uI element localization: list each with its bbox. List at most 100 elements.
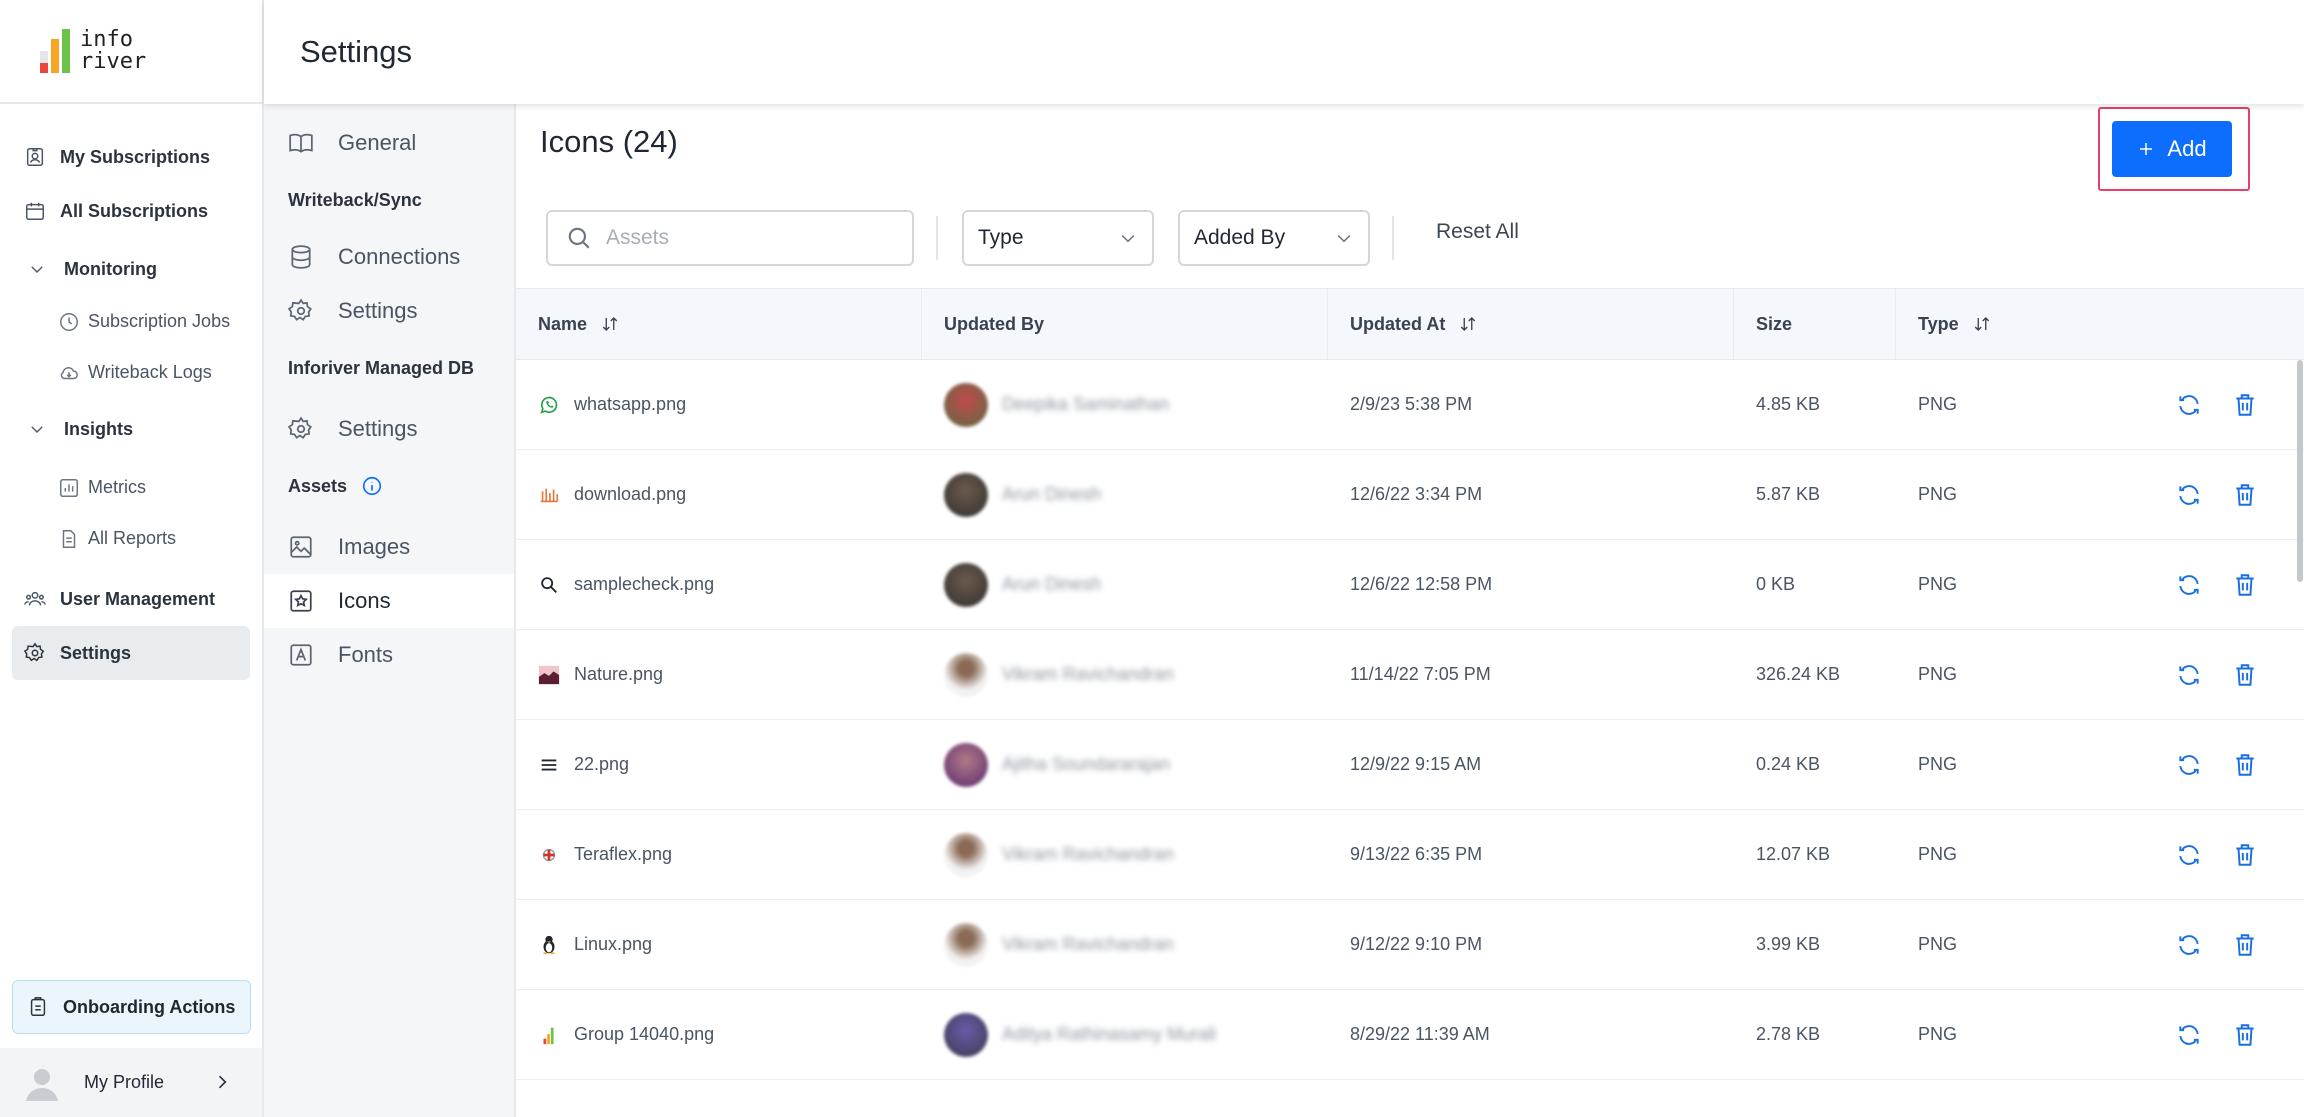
size-cell: 5.87 KB <box>1756 484 1821 504</box>
column-label: Updated At <box>1350 313 1446 334</box>
name-cell: Nature.png <box>516 630 922 719</box>
reset-all-button[interactable]: Reset All <box>1436 220 1519 243</box>
name-cell: 22.png <box>516 720 922 809</box>
avatar <box>944 382 988 427</box>
subnav-connections[interactable]: Connections <box>264 230 514 284</box>
nav-settings[interactable]: Settings <box>12 626 250 680</box>
row-actions <box>2176 572 2258 598</box>
nav-metrics[interactable]: Metrics <box>0 462 262 513</box>
type-cell: PNG <box>1918 484 1958 504</box>
refresh-icon[interactable] <box>2176 392 2202 418</box>
avatar <box>944 1012 988 1057</box>
settings-subnav: General Writeback/Sync Connections Setti… <box>264 104 516 1117</box>
subnav-db-settings[interactable]: Settings <box>264 402 514 456</box>
table-header: Name Updated By Updated At Size Type <box>516 288 2304 360</box>
refresh-icon[interactable] <box>2176 482 2202 508</box>
search-icon <box>568 227 590 249</box>
refresh-icon[interactable] <box>2176 752 2202 778</box>
table-row[interactable]: Nature.png Vikram Ravichandran 11/14/22 … <box>516 630 2304 720</box>
trash-icon[interactable] <box>2232 482 2258 508</box>
table-row[interactable]: Group 14040.png Aditya Rathinasamy Mural… <box>516 990 2304 1080</box>
chevron-down-icon <box>1337 234 1351 243</box>
sort-icon[interactable] <box>1969 315 1995 333</box>
table-row[interactable]: 22.png Ajitha Soundararajan 12/9/22 9:15… <box>516 720 2304 810</box>
nav-writeback-logs[interactable]: Writeback Logs <box>0 347 262 398</box>
table-row[interactable]: Linux.png Vikram Ravichandran 9/12/22 9:… <box>516 900 2304 990</box>
nav-all-subscriptions[interactable]: All Subscriptions <box>0 184 262 238</box>
gear-icon <box>24 642 45 662</box>
trash-icon[interactable] <box>2232 662 2258 688</box>
sort-icon[interactable] <box>597 315 623 333</box>
sort-icon[interactable] <box>1455 315 1481 333</box>
logo[interactable]: info river <box>0 0 262 104</box>
type-filter-dropdown[interactable]: Type <box>962 210 1154 266</box>
table-row[interactable]: download.png Arun Dinesh 12/6/22 3:34 PM… <box>516 450 2304 540</box>
clock-icon <box>60 312 78 331</box>
trash-icon[interactable] <box>2232 392 2258 418</box>
onboarding-actions-button[interactable]: Onboarding Actions <box>12 980 251 1034</box>
updated-at-cell: 11/14/22 7:05 PM <box>1350 664 1491 684</box>
chevron-down-icon <box>31 266 43 273</box>
column-header-type[interactable]: Type <box>1896 289 2304 359</box>
table-row[interactable]: whatsapp.png Deepika Saminathan 2/9/23 5… <box>516 360 2304 450</box>
table-row[interactable]: Teraflex.png Vikram Ravichandran 9/13/22… <box>516 810 2304 900</box>
landscape-icon <box>538 665 560 684</box>
assets-heading: Assets <box>264 460 514 512</box>
nav-label: All Reports <box>88 528 177 548</box>
assets-heading-label: Assets <box>288 475 348 496</box>
search-input[interactable] <box>606 226 906 250</box>
user-name: Vikram Ravichandran <box>1002 844 1174 864</box>
scrollbar[interactable] <box>2297 360 2303 582</box>
nav-label: Subscription Jobs <box>88 311 231 331</box>
document-icon <box>62 529 76 548</box>
nav-my-subscriptions[interactable]: My Subscriptions <box>0 130 262 184</box>
plus-icon <box>2140 143 2153 155</box>
nav-subscription-jobs[interactable]: Subscription Jobs <box>0 296 262 347</box>
download-thumbnail-icon <box>540 488 559 502</box>
icons-title: Icons (24) <box>540 124 678 159</box>
subnav-images[interactable]: Images <box>264 520 514 574</box>
whatsapp-icon <box>540 396 558 414</box>
nav-insights[interactable]: Insights <box>0 402 262 456</box>
clipboard-icon <box>30 997 46 1016</box>
nav-user-management[interactable]: User Management <box>0 572 262 626</box>
updated-at-cell: 9/13/22 6:35 PM <box>1350 844 1483 864</box>
nav-monitoring[interactable]: Monitoring <box>0 242 262 296</box>
column-header-name[interactable]: Name <box>516 289 922 359</box>
gear-icon <box>288 416 312 439</box>
size-cell: 0 KB <box>1756 574 1796 594</box>
nav-all-reports[interactable]: All Reports <box>0 513 262 564</box>
trash-icon[interactable] <box>2232 842 2258 868</box>
refresh-icon[interactable] <box>2176 842 2202 868</box>
subnav-label: Settings <box>338 298 418 323</box>
file-name: Teraflex.png <box>574 844 673 864</box>
updated-at-cell: 8/29/22 11:39 AM <box>1350 1024 1490 1044</box>
refresh-icon[interactable] <box>2176 662 2202 688</box>
type-filter-label: Type <box>978 226 1024 249</box>
file-name: samplecheck.png <box>574 574 715 594</box>
refresh-icon[interactable] <box>2176 932 2202 958</box>
trash-icon[interactable] <box>2232 1022 2258 1048</box>
refresh-icon[interactable] <box>2176 1022 2202 1048</box>
trash-icon[interactable] <box>2232 572 2258 598</box>
subnav-general[interactable]: General <box>264 116 514 170</box>
column-header-updated-at[interactable]: Updated At <box>1328 289 1734 359</box>
star-box-icon <box>290 590 312 612</box>
refresh-icon[interactable] <box>2176 572 2202 598</box>
file-name: 22.png <box>574 754 630 774</box>
database-icon <box>291 245 311 269</box>
trash-icon[interactable] <box>2232 752 2258 778</box>
avatar <box>944 652 988 697</box>
subnav-fonts[interactable]: Fonts <box>264 628 514 682</box>
size-cell: 3.99 KB <box>1756 934 1821 954</box>
trash-icon[interactable] <box>2232 932 2258 958</box>
my-profile-button[interactable]: My Profile <box>0 1048 262 1117</box>
subnav-icons[interactable]: Icons <box>264 574 514 628</box>
info-icon[interactable] <box>361 475 383 497</box>
added-by-filter-dropdown[interactable]: Added By <box>1178 210 1370 266</box>
add-button[interactable]: Add <box>2112 121 2232 177</box>
table-row[interactable]: samplecheck.png Arun Dinesh 12/6/22 12:5… <box>516 540 2304 630</box>
linux-icon <box>543 935 555 954</box>
file-name: Linux.png <box>574 934 653 954</box>
subnav-writeback-settings[interactable]: Settings <box>264 284 514 338</box>
